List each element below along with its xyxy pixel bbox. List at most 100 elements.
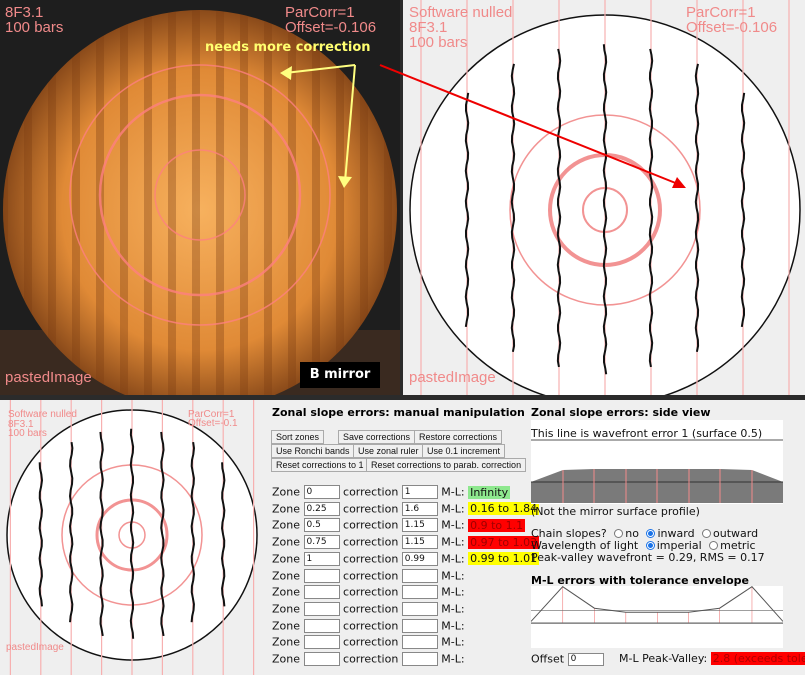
zone-row: Zone correction M-L: <box>272 584 469 600</box>
ml-range <box>465 602 469 615</box>
imperial-radio[interactable] <box>645 541 655 550</box>
ml-pv-label: M-L Peak-Valley: <box>619 652 708 665</box>
zone-input[interactable] <box>303 585 340 600</box>
ml-label: M-L: <box>441 635 465 649</box>
fringe-line <box>602 44 608 375</box>
zone-row: Zone 0 correction 1 M-L: Infinity <box>272 484 511 500</box>
label-model: 8F3.1 <box>8 419 34 430</box>
imperial-label: imperial <box>656 539 702 552</box>
correction-input[interactable] <box>401 585 438 600</box>
label-source: pastedImage <box>6 642 64 653</box>
label-model: 8F3.1 <box>5 4 44 21</box>
mirror-badge: B mirror <box>300 362 380 388</box>
zone-input[interactable]: 0.5 <box>303 518 340 533</box>
correction-input[interactable]: 1.15 <box>401 535 438 550</box>
ml-range <box>465 619 469 632</box>
zone-input[interactable]: 0.25 <box>303 501 340 516</box>
zone-input[interactable] <box>303 652 340 666</box>
ml-pv-value: 2.8 (exceeds tolerance) <box>710 652 805 665</box>
correction-input[interactable]: 0.99 <box>401 551 438 566</box>
chain-inward-radio[interactable] <box>646 529 656 538</box>
save-corrections-button[interactable]: Save corrections <box>338 430 416 444</box>
wavefront-caption: This line is wavefront error 1 (surface … <box>531 427 763 440</box>
ml-label: M-L: <box>441 619 465 633</box>
side-view-chart: This line is wavefront error 1 (surface … <box>531 420 783 504</box>
use-zonal-ruler-button[interactable]: Use zonal ruler <box>353 444 424 458</box>
zone-input[interactable] <box>303 635 340 650</box>
ml-label: M-L: <box>441 502 465 516</box>
correction-label: correction <box>343 518 399 532</box>
zone-row: Zone 0.75 correction 1.15 M-L: 0.97 to 1… <box>272 534 540 550</box>
ml-range: Infinity <box>468 485 511 499</box>
nulled-ronchigram <box>409 0 801 395</box>
ml-label: M-L: <box>441 585 465 599</box>
zone-row: Zone 0.5 correction 1.15 M-L: 0.9 to 1.1 <box>272 517 526 533</box>
chain-no-radio[interactable] <box>614 529 624 538</box>
label-source: pastedImage <box>409 369 496 386</box>
ml-label: M-L: <box>441 518 465 532</box>
fringe-line <box>464 92 470 328</box>
ml-range <box>465 569 469 582</box>
ml-label: M-L: <box>441 652 465 666</box>
annotation-text: needs more correction <box>205 40 371 55</box>
fringe-line <box>160 431 165 637</box>
sort-zones-button[interactable]: Sort zones <box>271 430 325 444</box>
zone-label: Zone <box>272 535 301 549</box>
correction-input[interactable] <box>401 568 438 583</box>
label-offset: Offset=-0.106 <box>686 19 778 36</box>
zone-row: Zone 1 correction 0.99 M-L: 0.99 to 1.01 <box>272 551 540 567</box>
label-source: pastedImage <box>5 369 92 386</box>
label-bars: 100 bars <box>5 19 64 36</box>
correction-input[interactable]: 1 <box>401 485 438 499</box>
zone-label: Zone <box>272 518 301 532</box>
label-offset: Offset=-0.106 <box>285 19 377 36</box>
fringe-line <box>220 462 226 607</box>
mirror-photo-panel: 8F3.1 100 bars ParCorr=1 Offset=-0.106 p… <box>0 0 400 395</box>
ml-tolerance-chart <box>531 586 783 648</box>
correction-input[interactable]: 1.15 <box>401 518 438 533</box>
zone-row: Zone correction M-L: <box>272 634 469 650</box>
metric-radio[interactable] <box>709 541 719 550</box>
chain-outward-radio[interactable] <box>702 529 712 538</box>
zone-input[interactable] <box>303 618 340 633</box>
ml-label: M-L: <box>441 602 465 616</box>
ml-range: 0.16 to 1.84 <box>468 502 540 516</box>
chain-inward-label: inward <box>657 527 695 540</box>
restore-corrections-button[interactable]: Restore corrections <box>414 430 503 444</box>
correction-input[interactable]: 1.6 <box>401 501 438 516</box>
reset-parab-button[interactable]: Reset corrections to parab. correction <box>366 458 527 472</box>
zone-input[interactable]: 1 <box>303 551 340 566</box>
zone-input[interactable] <box>303 601 340 616</box>
chain-slopes-row: Chain slopes? no inward outward <box>531 528 758 540</box>
fringe-line <box>68 442 74 623</box>
label-nulled: Software nulled <box>409 4 513 21</box>
mirror-photo <box>0 10 400 395</box>
zone-input[interactable]: 0.75 <box>303 535 340 550</box>
correction-input[interactable] <box>401 618 438 633</box>
zone-label: Zone <box>272 585 301 599</box>
zone-input[interactable] <box>303 568 340 583</box>
use-ronchi-bands-button[interactable]: Use Ronchi bands <box>271 444 355 458</box>
label-parcorr: ParCorr=1 <box>285 4 355 21</box>
ml-range: 0.97 to 1.03 <box>468 535 540 549</box>
zone-input[interactable]: 0 <box>303 485 340 499</box>
reset-corrections-button[interactable]: Reset corrections to 1 <box>271 458 369 472</box>
offset-input[interactable]: 0 <box>567 653 604 666</box>
zone-label: Zone <box>272 619 301 633</box>
ml-title: M-L errors with tolerance envelope <box>531 574 749 587</box>
fringe-line <box>510 63 516 353</box>
correction-input[interactable] <box>401 652 438 666</box>
nulled-image-panel: Software nulled 8F3.1 100 bars ParCorr=1… <box>403 0 805 395</box>
correction-label: correction <box>343 552 399 566</box>
correction-input[interactable] <box>401 635 438 650</box>
zone-row: Zone 0.25 correction 1.6 M-L: 0.16 to 1.… <box>272 501 540 517</box>
fringe-line <box>99 431 104 637</box>
use-increment-button[interactable]: Use 0.1 increment <box>422 444 506 458</box>
correction-input[interactable] <box>401 601 438 616</box>
fringe-line <box>694 63 700 353</box>
ml-range <box>465 636 469 649</box>
fringe-line <box>556 48 562 368</box>
zone-label: Zone <box>272 652 301 666</box>
correction-label: correction <box>343 535 399 549</box>
fringe-line <box>648 48 654 368</box>
